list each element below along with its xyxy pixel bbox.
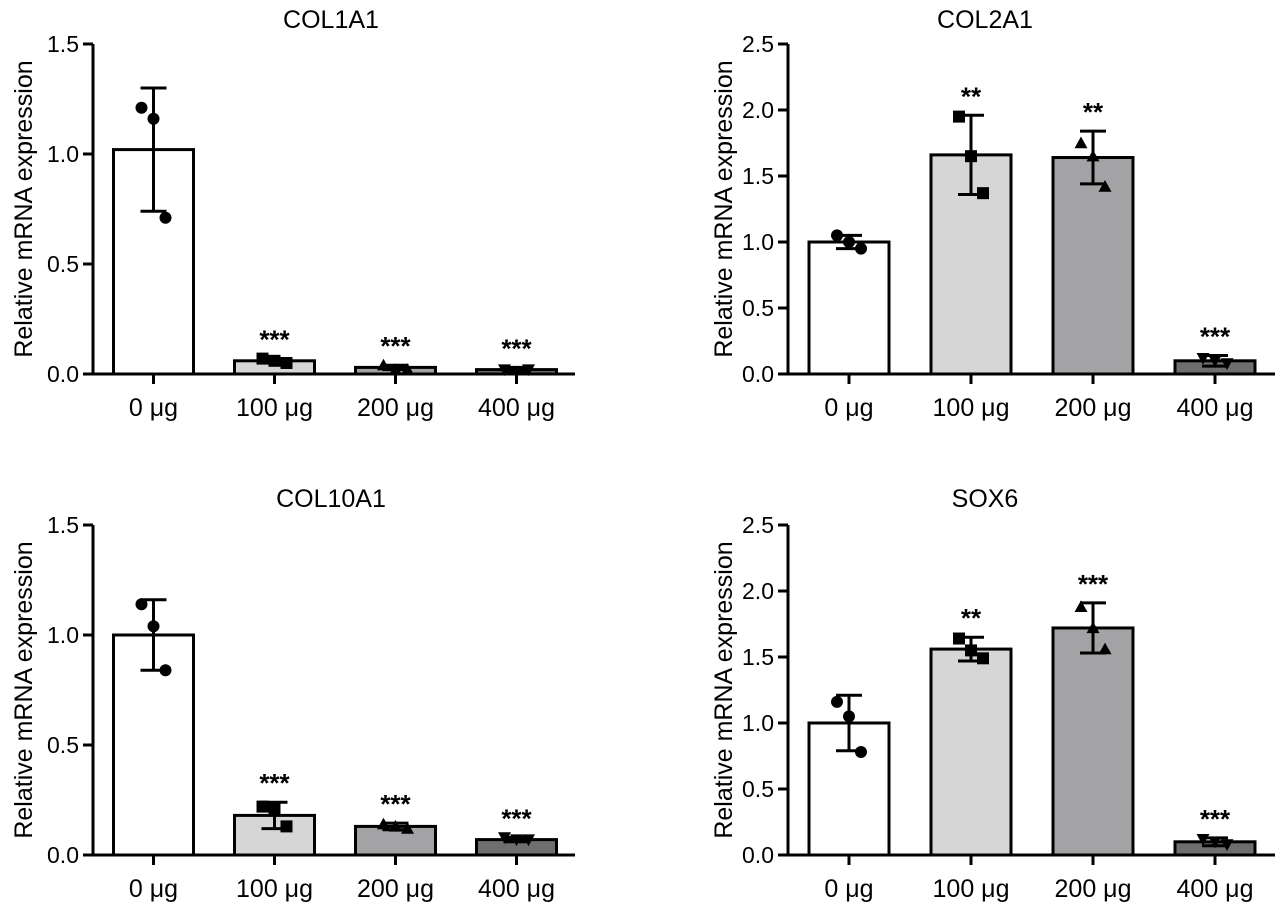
y-tick-label: 0.0 (742, 842, 774, 868)
data-point (1220, 358, 1234, 370)
chart-title: SOX6 (952, 485, 1019, 513)
data-point (1074, 136, 1088, 149)
bar-3 (1051, 626, 1135, 857)
y-tick-label: 2.0 (742, 578, 774, 604)
x-tick-label: 400 μg (1177, 875, 1254, 903)
significance-label: *** (1200, 322, 1231, 352)
x-tick-label: 400 μg (478, 394, 555, 422)
x-tick-label: 0 μg (129, 875, 178, 903)
x-tick-label: 100 μg (933, 394, 1010, 422)
significance-label: *** (501, 333, 532, 363)
chart-panel-3: COL10A1 Relative mRNA expression *** *** ***… (10, 485, 575, 903)
y-tick-label: 0.0 (742, 361, 774, 387)
y-tick-label: 1.0 (47, 141, 79, 167)
x-tick-label: 100 μg (236, 875, 313, 903)
significance-label: *** (259, 325, 290, 355)
y-tick-label: 2.0 (742, 97, 774, 123)
chart-title: COL1A1 (283, 6, 379, 34)
y-tick-label: 1.5 (47, 512, 79, 538)
significance-label: *** (501, 803, 532, 833)
y-tick-label: 1.0 (742, 229, 774, 255)
y-axis-label: Relative mRNA expression (10, 541, 38, 838)
y-tick-label: 1.5 (742, 163, 774, 189)
data-point (159, 211, 172, 224)
data-point (977, 652, 989, 665)
y-tick-label: 0.5 (47, 251, 79, 277)
x-tick-label: 400 μg (478, 875, 555, 903)
x-tick-label: 200 μg (357, 875, 434, 903)
x-tick-label: 0 μg (824, 875, 873, 903)
y-axis-label: Relative mRNA expression (10, 60, 38, 357)
y-tick-label: 0.5 (742, 295, 774, 321)
data-point (1098, 180, 1112, 192)
y-axis-label: Relative mRNA expression (710, 60, 738, 357)
significance-label: *** (380, 789, 411, 819)
x-tick-label: 200 μg (357, 394, 434, 422)
significance-label: ** (961, 81, 982, 111)
chart-title: COL2A1 (937, 6, 1033, 34)
x-tick-label: 100 μg (236, 394, 313, 422)
x-tick-label: 0 μg (824, 394, 873, 422)
bar-2 (929, 647, 1013, 857)
y-tick-label: 0.5 (47, 732, 79, 758)
y-tick-label: 1.0 (742, 710, 774, 736)
significance-label: *** (1200, 804, 1231, 834)
bar-2 (233, 813, 316, 857)
y-tick-label: 0.0 (47, 361, 79, 387)
data-point (135, 101, 148, 114)
significance-label: *** (259, 768, 290, 798)
y-tick-label: 2.5 (742, 31, 774, 57)
x-tick-label: 0 μg (129, 394, 178, 422)
x-tick-label: 200 μg (1055, 394, 1132, 422)
y-tick-label: 0.0 (47, 842, 79, 868)
y-tick-label: 2.5 (742, 512, 774, 538)
data-point (1074, 600, 1088, 613)
y-tick-label: 0.5 (742, 776, 774, 802)
y-axis-label: Relative mRNA expression (710, 541, 738, 838)
data-point (831, 695, 843, 708)
bar-3 (1051, 156, 1135, 376)
y-tick-label: 1.0 (47, 622, 79, 648)
significance-label: ** (961, 603, 982, 633)
significance-label: *** (1078, 569, 1109, 599)
significance-label: ** (1083, 97, 1104, 127)
bar-1 (807, 240, 891, 376)
y-tick-label: 1.5 (742, 644, 774, 670)
chart-panel-1: COL1A1 Relative mRNA expression *** *** *** 0… (10, 6, 575, 422)
significance-label: *** (380, 331, 411, 361)
x-tick-label: 200 μg (1055, 875, 1132, 903)
y-tick-label: 1.5 (47, 31, 79, 57)
chart-title: COL10A1 (276, 485, 386, 513)
data-point (280, 820, 293, 833)
x-tick-label: 100 μg (933, 875, 1010, 903)
data-point (1098, 642, 1112, 655)
x-tick-label: 400 μg (1177, 394, 1254, 422)
